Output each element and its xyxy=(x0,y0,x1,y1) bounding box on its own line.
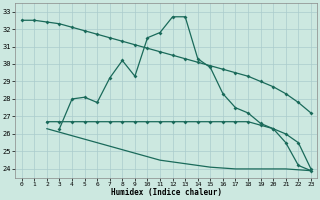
X-axis label: Humidex (Indice chaleur): Humidex (Indice chaleur) xyxy=(111,188,222,197)
